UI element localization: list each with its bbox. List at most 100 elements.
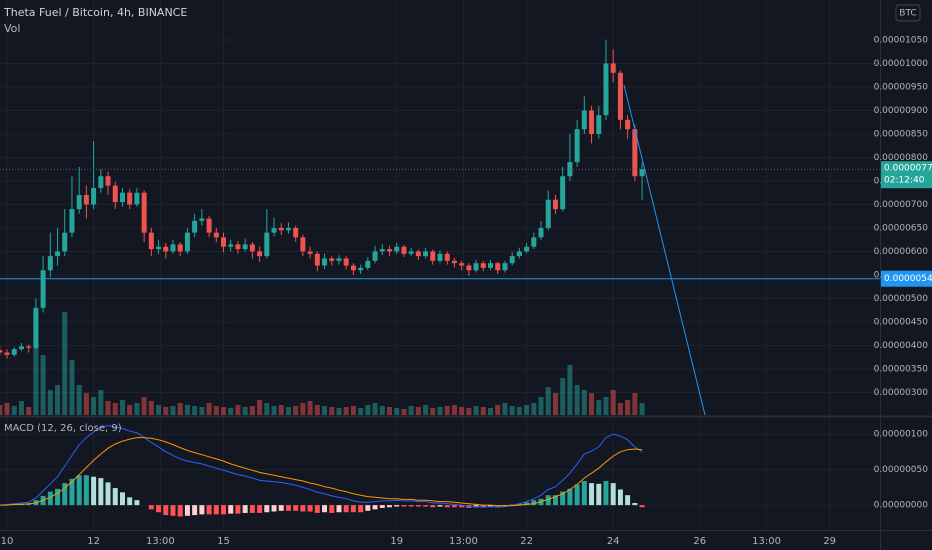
histogram-bar — [451, 505, 457, 508]
candle-body — [134, 192, 140, 205]
histogram-bar — [26, 503, 32, 506]
histogram-bar — [76, 475, 82, 506]
histogram-bar — [581, 480, 587, 506]
x-tick-label: 22 — [520, 536, 533, 547]
histogram-bar — [336, 505, 342, 513]
candle-body — [365, 260, 371, 268]
histogram-bar — [459, 505, 465, 508]
histogram-bar — [278, 505, 284, 511]
histogram-bar — [221, 505, 227, 515]
candle-body — [379, 249, 385, 252]
candle-body — [372, 251, 378, 261]
histogram-bar — [394, 505, 400, 507]
volume-bar — [47, 390, 53, 415]
volume-bar — [119, 400, 125, 415]
histogram-bar — [242, 505, 248, 513]
volume-bar — [372, 403, 378, 415]
candle-body — [278, 227, 284, 231]
histogram-bar — [62, 483, 68, 506]
histogram-bar — [545, 495, 551, 506]
candle-body — [83, 195, 89, 205]
histogram-bar — [127, 497, 133, 506]
volume-bar — [91, 397, 97, 415]
histogram-bar — [358, 505, 364, 513]
y-tick-label: 0.00000700 — [874, 200, 929, 210]
candle-body — [91, 187, 97, 205]
candle-body — [62, 232, 68, 252]
candle-body — [322, 258, 328, 266]
candle-body — [33, 307, 39, 348]
histogram-bar — [372, 505, 378, 510]
histogram-bar — [574, 484, 580, 506]
x-tick-label: 15 — [217, 536, 230, 547]
histogram-bar — [617, 489, 623, 506]
volume-bar — [264, 403, 270, 415]
volume-bar — [271, 406, 277, 415]
volume-bar — [610, 390, 616, 415]
histogram-bar — [47, 491, 53, 506]
histogram-bar — [293, 505, 299, 511]
volume-bar — [401, 409, 407, 415]
y-tick-label: 0.00000950 — [874, 82, 929, 92]
y-tick-label: 0.00001050 — [874, 35, 929, 45]
candle-body — [228, 244, 234, 247]
volume-bar — [581, 390, 587, 415]
volume-bar — [394, 408, 400, 415]
candle-body — [401, 246, 407, 254]
volume-bar — [560, 378, 566, 415]
volume-bar — [589, 393, 595, 415]
volume-bar — [531, 403, 537, 415]
histogram-bar — [105, 482, 111, 506]
candle-body — [199, 218, 205, 221]
volume-bar — [148, 401, 154, 415]
volume-bar — [105, 401, 111, 415]
histogram-bar — [314, 505, 320, 513]
volume-bar — [336, 408, 342, 415]
candle-body — [343, 258, 349, 266]
candle-body — [488, 263, 494, 268]
currency-badge[interactable] — [895, 4, 921, 22]
candle-body — [480, 263, 486, 268]
candle-body — [545, 199, 551, 228]
x-tick-label: 19 — [390, 536, 403, 547]
histogram-bar — [163, 505, 169, 516]
symbol-title: Theta Fuel / Bitcoin, 4h, BINANCE — [3, 6, 187, 19]
candle-body — [329, 258, 335, 261]
volume-bar — [184, 405, 190, 415]
candle-body — [69, 209, 75, 233]
currency-text[interactable]: BTC — [899, 9, 916, 19]
histogram-bar — [177, 505, 183, 517]
candle-body — [617, 72, 623, 120]
y-tick-label: 0.00000900 — [874, 106, 929, 116]
histogram-bar — [156, 505, 162, 513]
candle-body — [112, 185, 118, 203]
axes: 10 12 13:00 15 19 13:00 22 24 26 13:00 29 0.0000030… — [1, 35, 932, 547]
histogram-bar — [257, 505, 263, 513]
candle-body — [610, 63, 616, 73]
horizontal-line-label: 0.00000542 — [884, 274, 932, 284]
candle-body — [589, 110, 595, 134]
macd-tick-label: 0.00000050 — [874, 465, 929, 475]
candle-body — [127, 192, 133, 205]
volume-bar — [257, 400, 263, 415]
histogram-bar — [170, 505, 176, 516]
candle-body — [18, 346, 24, 350]
x-tick-label: 13:00 — [752, 536, 781, 547]
histogram-bar — [271, 505, 277, 512]
histogram-bar — [531, 500, 537, 506]
y-tick-label: 0.00000600 — [874, 247, 929, 257]
volume-bar — [170, 406, 176, 415]
candle-body — [459, 263, 465, 266]
volume-bar — [221, 407, 227, 415]
histogram-bar — [119, 492, 125, 506]
candle-body — [192, 220, 198, 233]
candle-body — [76, 195, 82, 210]
candle-body — [538, 227, 544, 238]
histogram-bar — [437, 505, 443, 507]
candle-body — [444, 253, 450, 261]
candle-body — [314, 253, 320, 266]
x-tick-label: 26 — [693, 536, 706, 547]
volume-bar — [430, 408, 436, 415]
candle-body — [596, 115, 602, 134]
volume-bar — [26, 407, 32, 415]
